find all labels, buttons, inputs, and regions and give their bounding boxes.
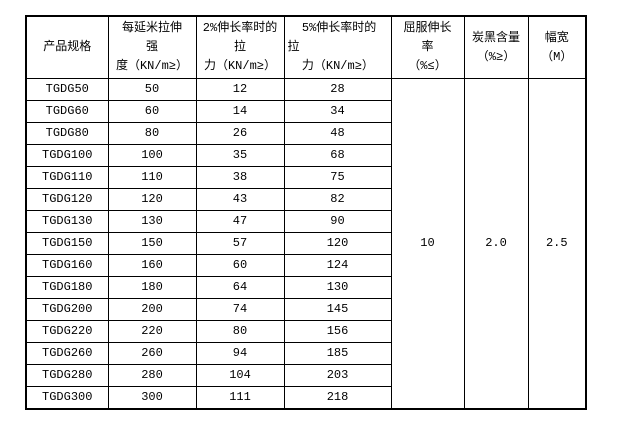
spec-cell: TGDG100 (25, 144, 109, 167)
tensile-value-cell: 180 (107, 276, 197, 299)
tensile-value-cell: 280 (107, 364, 197, 387)
force-2pct-cell: 80 (195, 320, 285, 343)
force-2pct-cell: 60 (195, 254, 285, 277)
header-product-spec: 产品规格 (25, 15, 109, 79)
tensile-value-cell: 200 (107, 298, 197, 321)
force-5pct-cell: 185 (283, 342, 392, 365)
spec-cell: TGDG60 (25, 100, 109, 123)
tensile-value-cell: 130 (107, 210, 197, 233)
tensile-value-cell: 50 (107, 78, 197, 101)
force-2pct-cell: 47 (195, 210, 285, 233)
force-2pct-cell: 26 (195, 122, 285, 145)
header-row: 产品规格 每延米拉伸 强 度（KN/m≥） 2%伸长率时的 拉 力（KN/m≥）… (25, 15, 587, 79)
table-row: TGDG260 260 94 185 (25, 342, 586, 365)
header-yield-elongation: 屈服伸长 率 （%≤） (390, 15, 465, 79)
table-row: TGDG150 150 57 120 (25, 232, 586, 255)
tensile-value-cell: 160 (107, 254, 197, 277)
tensile-value-cell: 220 (107, 320, 197, 343)
table-row: TGDG280 280 104 203 (25, 364, 586, 387)
force-2pct-cell: 57 (195, 232, 285, 255)
force-2pct-cell: 12 (195, 78, 285, 101)
header-tensile-strength: 每延米拉伸 强 度（KN/m≥） (107, 15, 197, 79)
force-2pct-cell: 104 (195, 364, 285, 387)
force-5pct-cell: 156 (283, 320, 392, 343)
force-5pct-cell: 28 (283, 78, 392, 101)
force-2pct-cell: 35 (195, 144, 285, 167)
product-spec-table: 产品规格 每延米拉伸 强 度（KN/m≥） 2%伸长率时的 拉 力（KN/m≥）… (25, 15, 587, 410)
force-2pct-cell: 38 (195, 166, 285, 189)
table-row: TGDG180 180 64 130 (25, 276, 586, 299)
spec-cell: TGDG80 (25, 122, 109, 145)
force-5pct-cell: 75 (283, 166, 392, 189)
spec-cell: TGDG150 (25, 232, 109, 255)
header-2pct-elongation-force: 2%伸长率时的 拉 力（KN/m≥） (195, 15, 285, 79)
tensile-value-cell: 100 (107, 144, 197, 167)
force-2pct-cell: 64 (195, 276, 285, 299)
tensile-value-cell: 260 (107, 342, 197, 365)
force-5pct-cell: 124 (283, 254, 392, 277)
table-row: TGDG200 200 74 145 (25, 298, 586, 321)
width-value-cell: 2.5 (527, 78, 587, 410)
force-5pct-cell: 120 (283, 232, 392, 255)
spec-cell: TGDG130 (25, 210, 109, 233)
force-2pct-cell: 94 (195, 342, 285, 365)
header-width: 幅宽 （M） (527, 15, 587, 79)
force-5pct-cell: 218 (283, 386, 392, 410)
tensile-value-cell: 110 (107, 166, 197, 189)
spec-cell: TGDG220 (25, 320, 109, 343)
spec-cell: TGDG280 (25, 364, 109, 387)
force-5pct-cell: 34 (283, 100, 392, 123)
header-carbon-black-content: 炭黑含量 （%≥） (463, 15, 529, 79)
force-2pct-cell: 111 (195, 386, 285, 410)
spec-cell: TGDG160 (25, 254, 109, 277)
tensile-value-cell: 80 (107, 122, 197, 145)
force-2pct-cell: 14 (195, 100, 285, 123)
force-5pct-cell: 48 (283, 122, 392, 145)
force-2pct-cell: 74 (195, 298, 285, 321)
yield-elongation-value-cell: 10 (390, 78, 465, 410)
tensile-value-cell: 300 (107, 386, 197, 410)
force-5pct-cell: 130 (283, 276, 392, 299)
force-5pct-cell: 90 (283, 210, 392, 233)
tensile-value-cell: 60 (107, 100, 197, 123)
table-row: TGDG120 120 43 82 (25, 188, 586, 211)
spec-cell: TGDG260 (25, 342, 109, 365)
force-2pct-cell: 43 (195, 188, 285, 211)
table-row: TGDG50 50 12 28 10 2.0 2.5 (25, 78, 587, 410)
table-row: TGDG100 100 35 68 (25, 144, 586, 167)
force-5pct-cell: 82 (283, 188, 392, 211)
table-row: TGDG130 130 47 90 (25, 210, 586, 233)
spec-cell: TGDG200 (25, 298, 109, 321)
header-5pct-elongation-force: 5%伸长率时的 拉 力（KN/m≥） (283, 15, 392, 79)
carbon-black-value-cell: 2.0 (463, 78, 529, 410)
tensile-value-cell: 150 (107, 232, 197, 255)
table-row: TGDG110 110 38 75 (25, 166, 586, 189)
spec-cell: TGDG180 (25, 276, 109, 299)
spec-cell: TGDG50 (25, 78, 109, 101)
force-5pct-cell: 203 (283, 364, 392, 387)
force-5pct-cell: 145 (283, 298, 392, 321)
spec-cell: TGDG120 (25, 188, 109, 211)
force-5pct-cell: 68 (283, 144, 392, 167)
tensile-value-cell: 120 (107, 188, 197, 211)
table-row: TGDG300 300 111 218 (25, 386, 586, 410)
spec-cell: TGDG110 (25, 166, 109, 189)
spec-cell: TGDG300 (25, 386, 109, 410)
